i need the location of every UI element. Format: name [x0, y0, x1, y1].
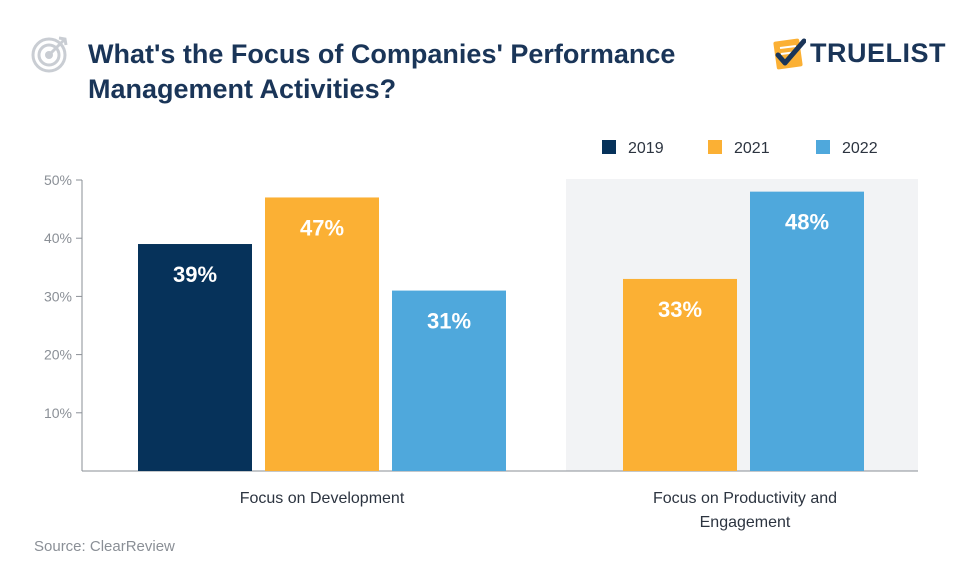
bar-2021 [265, 197, 379, 471]
bar-data-label: 47% [300, 215, 344, 240]
bar-data-label: 31% [427, 309, 471, 334]
legend-label-2021: 2021 [734, 140, 770, 157]
bar-data-label: 33% [658, 297, 702, 322]
chart-header: What's the Focus of Companies' Performan… [0, 0, 980, 120]
legend-swatch-2019 [602, 140, 616, 154]
page-title: What's the Focus of Companies' Performan… [88, 37, 748, 107]
y-tick-label: 10% [44, 405, 72, 421]
brand-logo: TRUELIST [770, 36, 960, 76]
legend-swatch-2021 [708, 140, 722, 154]
bar-2019 [138, 244, 252, 471]
brand-name: TRUELIST [810, 38, 946, 68]
y-tick-label: 50% [44, 172, 72, 188]
title-line-1: What's the Focus of Companies' Performan… [88, 39, 676, 69]
legend-label-2022: 2022 [842, 140, 878, 157]
y-tick-label: 40% [44, 230, 72, 246]
checklist-icon [773, 38, 806, 70]
legend-label-2019: 2019 [628, 140, 664, 157]
bar-data-label: 48% [785, 210, 829, 235]
y-tick-label: 30% [44, 288, 72, 304]
bar-2022 [392, 290, 506, 471]
bar-2022 [750, 191, 864, 471]
bar-data-label: 39% [173, 262, 217, 287]
bar-2021 [623, 278, 737, 471]
category-label: Engagement [700, 514, 791, 531]
y-tick-label: 20% [44, 347, 72, 363]
category-label: Focus on Development [240, 490, 405, 507]
title-line-2: Management Activities? [88, 74, 397, 104]
bar-chart: 10% 20% 30% 40% 50% 39% 47% 31% 33% 48% Focus on D… [44, 140, 918, 531]
legend-swatch-2022 [816, 140, 830, 154]
source-note: Source: ClearReview [34, 538, 175, 555]
target-icon [31, 36, 68, 73]
category-highlight-bg [566, 179, 918, 471]
category-label: Focus on Productivity and [653, 490, 837, 507]
